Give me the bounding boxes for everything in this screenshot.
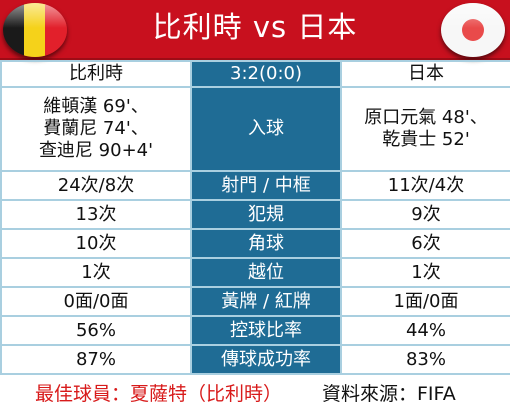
stats-table: 比利時 3:2(0:0) 日本 維頓漢 69'、 費蘭尼 74'、 查迪尼 90…: [0, 60, 510, 375]
goal-left-2: 費蘭尼 74'、: [43, 118, 149, 139]
footer: 最佳球員：夏薩特（比利時） 資料來源：FIFA: [0, 376, 510, 418]
team-header-row: 比利時 3:2(0:0) 日本: [0, 60, 510, 88]
team-right-name: 日本: [340, 60, 510, 88]
stat-label: 越位: [190, 257, 342, 288]
stat-left: 10次: [0, 228, 192, 259]
goals-left: 維頓漢 69'、 費蘭尼 74'、 查迪尼 90+4': [0, 86, 192, 172]
stat-right: 11次/4次: [340, 170, 510, 201]
stat-label: 傳球成功率: [190, 344, 342, 375]
stat-right: 6次: [340, 228, 510, 259]
goal-left-1: 維頓漢 69'、: [43, 96, 149, 117]
goal-right-2: 乾貴士 52': [382, 129, 470, 150]
stat-left: 13次: [0, 199, 192, 230]
goal-right-1: 原口元氣 48'、: [364, 107, 488, 128]
final-score: 3:2(0:0): [190, 60, 342, 88]
japan-flag-icon: [441, 3, 505, 57]
stat-row: 87% 傳球成功率 83%: [0, 344, 510, 375]
stat-left: 56%: [0, 315, 192, 346]
goals-right: 原口元氣 48'、 乾貴士 52': [340, 86, 510, 172]
stat-left: 0面/0面: [0, 286, 192, 317]
belgium-flag-icon: [3, 3, 67, 57]
stat-left: 24次/8次: [0, 170, 192, 201]
stat-right: 9次: [340, 199, 510, 230]
stat-row: 24次/8次 射門 / 中框 11次/4次: [0, 170, 510, 201]
goal-left-3: 查迪尼 90+4': [38, 140, 154, 161]
stat-left: 1次: [0, 257, 192, 288]
stat-row: 1次 越位 1次: [0, 257, 510, 288]
goals-label: 入球: [190, 86, 342, 172]
stat-label: 犯規: [190, 199, 342, 230]
stat-label: 黃牌 / 紅牌: [190, 286, 342, 317]
stat-left: 87%: [0, 344, 192, 375]
stat-right: 1次: [340, 257, 510, 288]
stat-row: 0面/0面 黃牌 / 紅牌 1面/0面: [0, 286, 510, 317]
stat-right: 44%: [340, 315, 510, 346]
stat-right: 1面/0面: [340, 286, 510, 317]
stat-row: 10次 角球 6次: [0, 228, 510, 259]
stat-row: 13次 犯規 9次: [0, 199, 510, 230]
stat-right: 83%: [340, 344, 510, 375]
team-left-name: 比利時: [0, 60, 192, 88]
title-bar: 比利時 vs 日本: [0, 0, 510, 60]
best-player-note: 最佳球員：夏薩特（比利時）: [35, 383, 283, 405]
stat-label: 角球: [190, 228, 342, 259]
data-source-note: 資料來源：FIFA: [322, 383, 456, 405]
stat-label: 控球比率: [190, 315, 342, 346]
stat-row: 56% 控球比率 44%: [0, 315, 510, 346]
stat-label: 射門 / 中框: [190, 170, 342, 201]
match-title: 比利時 vs 日本: [152, 10, 358, 44]
goals-row: 維頓漢 69'、 費蘭尼 74'、 查迪尼 90+4' 入球 原口元氣 48'、…: [0, 86, 510, 172]
